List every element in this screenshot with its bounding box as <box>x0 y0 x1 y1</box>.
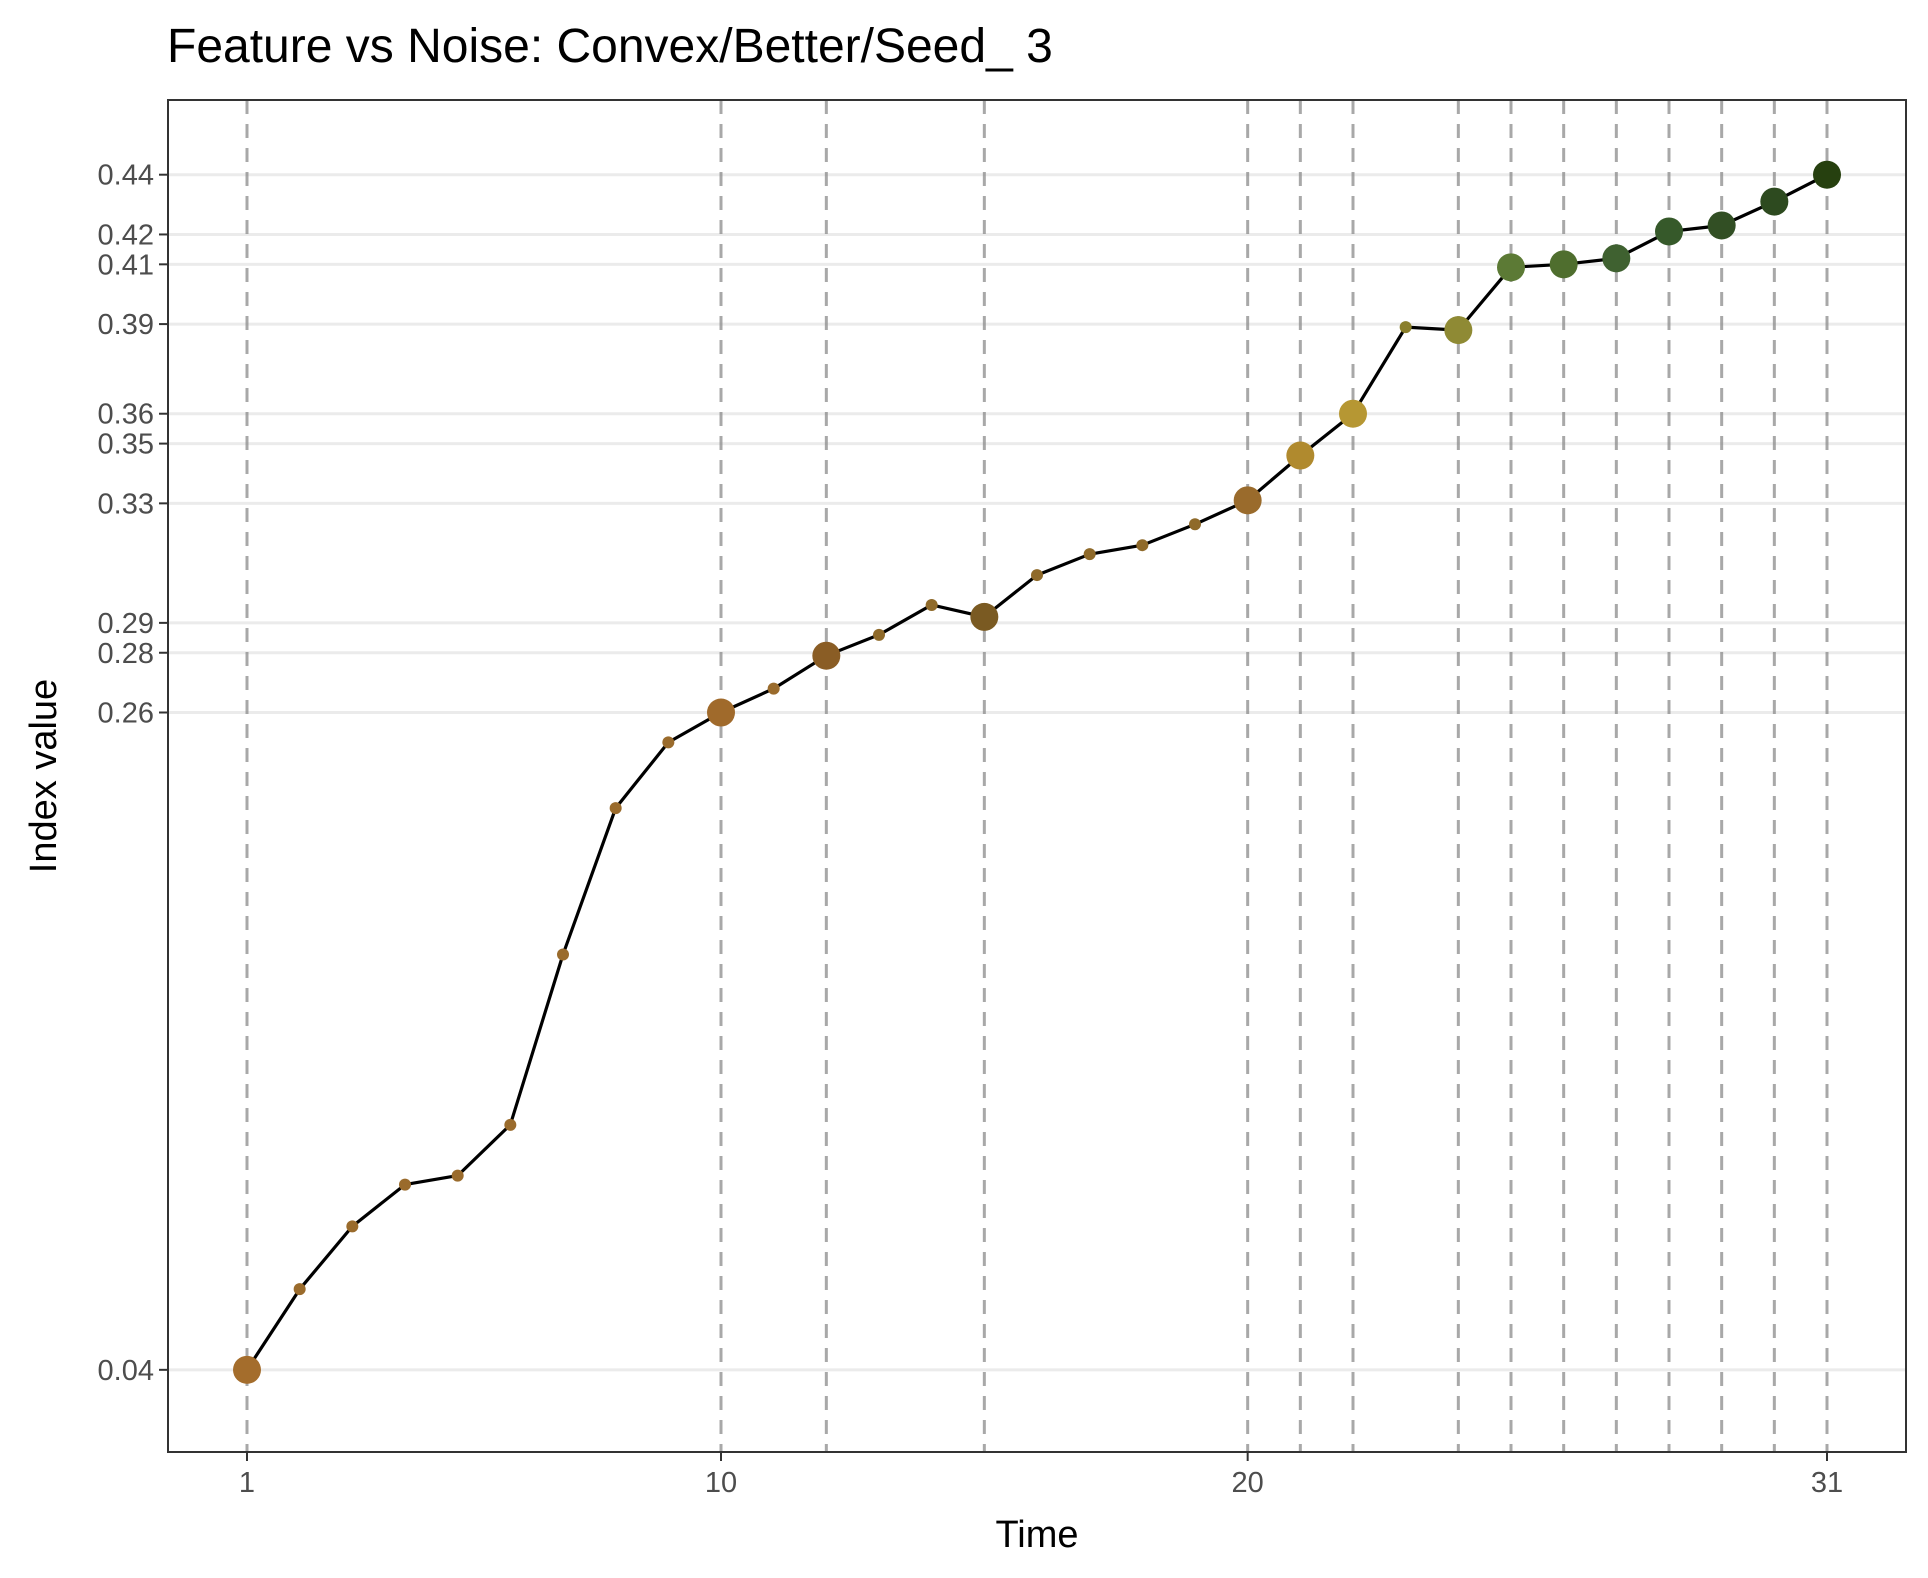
data-point <box>399 1178 411 1191</box>
x-axis-title: Time <box>995 1514 1078 1556</box>
data-point <box>346 1220 359 1233</box>
x-tick-label: 1 <box>239 1467 255 1499</box>
highlighted-data-point <box>1233 486 1262 515</box>
highlighted-data-point <box>1813 160 1841 189</box>
data-point <box>767 682 780 695</box>
y-tick-label: 0.42 <box>98 219 154 251</box>
highlighted-data-point <box>1760 187 1789 216</box>
grid-lines <box>168 173 1906 1372</box>
data-point <box>451 1169 464 1182</box>
data-point <box>925 598 938 611</box>
x-tick-label: 10 <box>705 1467 737 1499</box>
y-tick-label: 0.04 <box>98 1355 154 1387</box>
data-point <box>609 802 622 815</box>
highlighted-data-point <box>1497 253 1525 282</box>
data-point <box>557 948 569 961</box>
y-axis-title: Index value <box>23 679 65 873</box>
data-point <box>293 1283 306 1296</box>
data-point <box>1399 321 1412 334</box>
highlighted-data-point <box>707 698 735 727</box>
highlighted-data-point <box>1444 316 1473 345</box>
highlighted-data-point <box>1707 211 1736 240</box>
highlighted-data-point <box>233 1355 261 1384</box>
data-point <box>662 736 675 749</box>
highlighted-data-point <box>1602 244 1631 273</box>
y-tick-label: 0.44 <box>98 160 154 192</box>
y-tick-label: 0.26 <box>98 698 154 730</box>
highlighted-data-point <box>1549 250 1578 279</box>
y-tick-label: 0.39 <box>98 309 154 341</box>
highlighted-data-point <box>1655 217 1683 246</box>
y-tick-label: 0.28 <box>98 638 154 670</box>
vertical-reference-lines <box>245 100 1829 1452</box>
x-tick-label: 31 <box>1811 1467 1843 1499</box>
data-point <box>1189 518 1201 531</box>
highlighted-data-point <box>812 641 841 670</box>
plot-panel <box>168 100 1906 1452</box>
data-point <box>873 628 885 641</box>
data-point <box>1083 548 1096 561</box>
y-axis: 0.04 0.26 0.280.29 0.33 0.350.36 0.39 0.410.42… <box>98 160 168 1387</box>
data-point <box>1031 569 1043 582</box>
series-points <box>233 160 1841 1384</box>
y-tick-label: 0.36 <box>98 399 154 431</box>
plot-panel-border <box>167 99 1907 1453</box>
y-tick-label: 0.35 <box>98 429 154 461</box>
y-tick-label: 0.33 <box>98 488 154 520</box>
y-tick-label: 0.41 <box>98 249 154 281</box>
x-tick-label: 20 <box>1232 1467 1264 1499</box>
data-point <box>504 1118 517 1131</box>
highlighted-data-point <box>1286 441 1315 470</box>
highlighted-data-point <box>970 602 999 631</box>
y-tick-label: 0.29 <box>98 608 154 640</box>
chart-title: Feature vs Noise: Convex/Better/Seed_ 3 <box>167 20 1053 73</box>
highlighted-data-point <box>1339 399 1367 428</box>
data-point <box>1136 539 1149 552</box>
x-axis: 1 10 20 31 <box>239 1452 1843 1499</box>
